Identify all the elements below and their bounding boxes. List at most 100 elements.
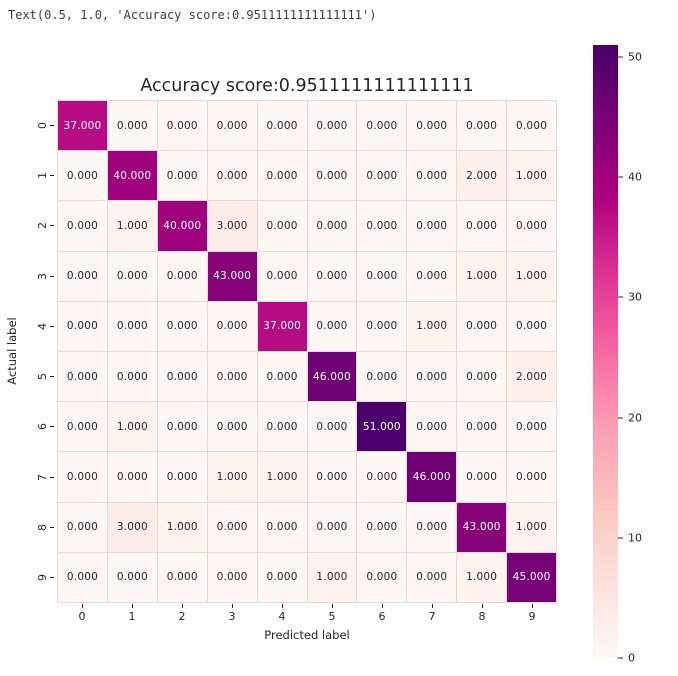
heatmap-cell: 0.000 xyxy=(407,151,457,201)
x-tick-mark xyxy=(131,604,133,608)
heatmap-cell: 0.000 xyxy=(157,301,207,351)
heatmap-cell: 0.000 xyxy=(207,502,257,552)
y-tick-label: 9 xyxy=(36,574,49,582)
heatmap-cell: 0.000 xyxy=(357,151,407,201)
x-tick-mark xyxy=(181,604,183,608)
heatmap-cell: 0.000 xyxy=(58,452,107,502)
heatmap-cell: 45.000 xyxy=(507,552,556,602)
heatmap-cell: 0.000 xyxy=(58,151,107,201)
heatmap-cell: 0.000 xyxy=(58,301,107,351)
y-tick-mark xyxy=(50,124,54,126)
heatmap-cell: 0.000 xyxy=(207,151,257,201)
heatmap-cell: 40.000 xyxy=(107,151,157,201)
heatmap-cell: 0.000 xyxy=(457,101,507,151)
colorbar-tick-label: 30 xyxy=(628,290,642,304)
y-tick: 3 xyxy=(24,251,54,301)
x-tick-label: 1 xyxy=(128,610,136,623)
y-tick-mark xyxy=(50,527,54,529)
y-tick-mark xyxy=(50,174,54,176)
x-tick: 9 xyxy=(507,604,557,623)
heatmap-cell: 0.000 xyxy=(157,352,207,402)
heatmap-cell: 0.000 xyxy=(157,402,207,452)
heatmap-cell: 0.000 xyxy=(457,352,507,402)
heatmap-cell: 0.000 xyxy=(157,101,207,151)
heatmap-cell: 0.000 xyxy=(507,101,556,151)
heatmap-cell: 0.000 xyxy=(407,552,457,602)
colorbar-tick-mark xyxy=(618,296,623,298)
heatmap-cell: 0.000 xyxy=(157,452,207,502)
x-tick-mark xyxy=(431,604,433,608)
y-tick-label: 4 xyxy=(36,322,49,330)
heatmap-cell: 0.000 xyxy=(307,502,357,552)
y-tick-label: 8 xyxy=(36,524,49,532)
heatmap-cell: 0.000 xyxy=(307,251,357,301)
heatmap-cell: 0.000 xyxy=(307,301,357,351)
colorbar-tick-label: 20 xyxy=(628,411,642,425)
heatmap-cell: 0.000 xyxy=(507,201,556,251)
heatmap-cell: 0.000 xyxy=(58,201,107,251)
heatmap-cell: 0.000 xyxy=(157,251,207,301)
x-tick-mark xyxy=(531,604,533,608)
x-tick-label: 2 xyxy=(178,610,186,623)
y-tick-label: 0 xyxy=(36,121,49,129)
x-tick-mark xyxy=(331,604,333,608)
heatmap-cell: 0.000 xyxy=(407,502,457,552)
heatmap-cell: 0.000 xyxy=(357,251,407,301)
y-axis-label: Actual label xyxy=(5,317,19,385)
x-axis-ticks: 0 1 2 3 4 5 6 7 8 9 xyxy=(57,604,557,623)
heatmap-cell: 1.000 xyxy=(507,251,556,301)
heatmap-cell: 0.000 xyxy=(107,301,157,351)
y-tick-mark xyxy=(50,376,54,378)
y-tick: 8 xyxy=(24,502,54,552)
y-tick-label: 2 xyxy=(36,222,49,230)
heatmap-cell: 0.000 xyxy=(107,552,157,602)
heatmap-cell: 0.000 xyxy=(407,251,457,301)
heatmap-cell: 3.000 xyxy=(107,502,157,552)
heatmap-cell: 0.000 xyxy=(407,352,457,402)
colorbar-tick-label: 0 xyxy=(628,651,635,665)
heatmap-cell: 0.000 xyxy=(157,151,207,201)
heatmap-cell: 1.000 xyxy=(457,552,507,602)
heatmap-cell: 0.000 xyxy=(207,101,257,151)
heatmap-cell: 0.000 xyxy=(457,452,507,502)
heatmap-cell: 1.000 xyxy=(307,552,357,602)
heatmap-cell: 0.000 xyxy=(257,101,307,151)
heatmap-cell: 0.000 xyxy=(407,201,457,251)
chart-title: Accuracy score:0.9511111111111111 xyxy=(140,76,474,96)
x-tick: 7 xyxy=(407,604,457,623)
heatmap-cell: 43.000 xyxy=(457,502,507,552)
y-tick-label: 5 xyxy=(36,373,49,381)
y-tick-label: 6 xyxy=(36,423,49,431)
y-axis-ticks: 0 1 2 3 4 5 6 7 8 9 xyxy=(24,100,54,603)
y-tick: 1 xyxy=(24,150,54,200)
x-tick: 6 xyxy=(357,604,407,623)
heatmap-cell: 2.000 xyxy=(457,151,507,201)
heatmap-cell: 0.000 xyxy=(207,352,257,402)
heatmap-cell: 1.000 xyxy=(457,251,507,301)
heatmap-cell: 1.000 xyxy=(107,201,157,251)
colorbar-tick: 30 xyxy=(618,291,642,304)
x-tick: 3 xyxy=(207,604,257,623)
heatmap-cell: 0.000 xyxy=(307,101,357,151)
colorbar-ticks: 0 10 20 30 40 50 xyxy=(618,45,668,665)
colorbar-tick: 20 xyxy=(618,411,642,424)
heatmap-cell: 0.000 xyxy=(507,402,556,452)
heatmap-cell: 51.000 xyxy=(357,402,407,452)
heatmap-cell: 1.000 xyxy=(507,502,556,552)
y-tick: 9 xyxy=(24,553,54,603)
y-tick: 7 xyxy=(24,452,54,502)
y-tick-label: 3 xyxy=(36,272,49,280)
heatmap-cell: 0.000 xyxy=(107,251,157,301)
heatmap-cell: 0.000 xyxy=(58,352,107,402)
x-tick: 8 xyxy=(457,604,507,623)
colorbar-tick: 50 xyxy=(618,51,642,64)
heatmap-cell: 1.000 xyxy=(157,502,207,552)
heatmap-cell: 46.000 xyxy=(307,352,357,402)
heatmap-cell: 0.000 xyxy=(157,552,207,602)
colorbar-tick-mark xyxy=(618,657,623,659)
heatmap-cell: 3.000 xyxy=(207,201,257,251)
x-tick-mark xyxy=(281,604,283,608)
x-tick-label: 3 xyxy=(228,610,236,623)
x-tick-label: 4 xyxy=(278,610,286,623)
